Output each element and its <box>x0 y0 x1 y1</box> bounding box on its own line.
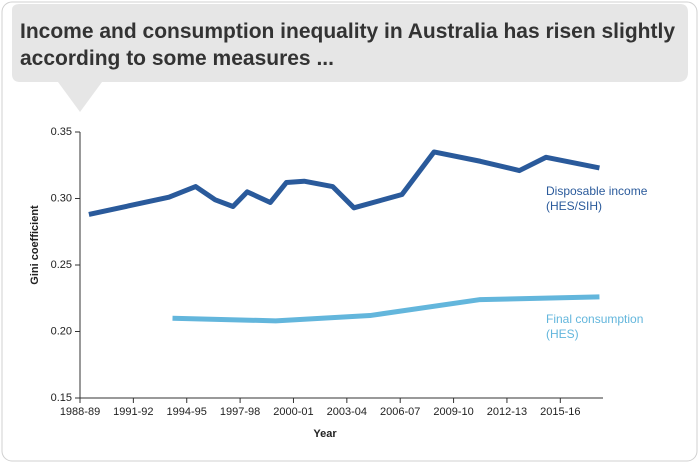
y-tick-label: 0.30 <box>51 192 72 204</box>
x-tick-label: 2012-13 <box>487 406 527 418</box>
y-tick-label: 0.15 <box>51 392 72 404</box>
x-tick-label: 1997-98 <box>220 406 260 418</box>
y-tick-label: 0.20 <box>51 325 72 337</box>
chart-title: Income and consumption inequality in Aus… <box>20 20 676 70</box>
series-line <box>172 294 600 324</box>
y-tick-label: 0.25 <box>51 259 72 271</box>
x-tick-label: 1991-92 <box>113 406 153 418</box>
series-label: Final consumption (HES) <box>546 312 644 341</box>
series-label: Disposable income (HES/SIH) <box>546 184 648 213</box>
x-tick-label: 2015-16 <box>540 406 580 418</box>
x-tick-label: 2009-10 <box>433 406 473 418</box>
x-tick-label: 2003-04 <box>327 406 367 418</box>
title-bubble <box>12 4 688 112</box>
y-axis-label: Gini coefficient <box>29 205 41 285</box>
x-tick-label: 1994-95 <box>167 406 207 418</box>
x-tick-label: 2000-01 <box>273 406 313 418</box>
x-tick-label: 2006-07 <box>380 406 420 418</box>
x-tick-label: 1988-89 <box>60 406 100 418</box>
x-axis-label: Year <box>313 428 337 440</box>
series-line <box>88 149 600 217</box>
y-tick-label: 0.35 <box>51 126 72 138</box>
